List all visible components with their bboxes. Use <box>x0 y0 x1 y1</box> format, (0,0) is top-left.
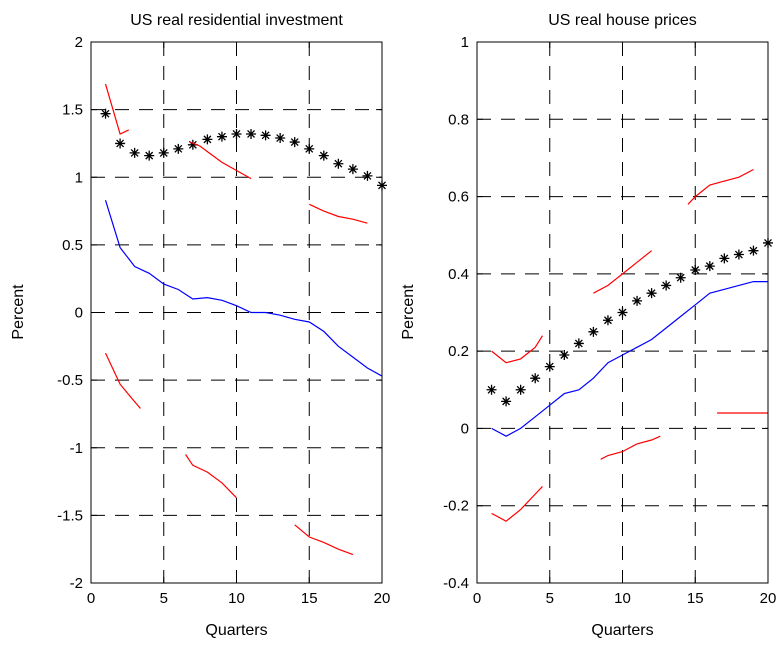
star-marker <box>646 288 657 299</box>
star-marker <box>661 280 672 291</box>
x-tick-label: 10 <box>614 590 631 607</box>
y-tick-label: 1 <box>461 34 469 51</box>
star-marker <box>100 108 111 119</box>
y-tick-label: 0 <box>75 305 83 322</box>
star-marker <box>515 384 526 395</box>
star-marker <box>304 143 315 154</box>
x-tick-label: 15 <box>301 590 318 607</box>
star-marker <box>362 170 373 181</box>
chart-residential-investment: US real residential investment Quarters … <box>10 12 390 639</box>
x-tick-label: 5 <box>160 590 168 607</box>
x-tick-label: 10 <box>228 590 245 607</box>
y-tick-label: 0 <box>461 420 469 437</box>
x-tick-label: 0 <box>473 590 481 607</box>
star-marker <box>260 130 271 141</box>
star-marker <box>544 361 555 372</box>
star-marker <box>602 315 613 326</box>
median-line <box>104 200 383 377</box>
y-tick-label: -0.4 <box>443 575 469 592</box>
x-axis-label: Quarters <box>205 622 267 639</box>
error-band-segment <box>309 203 368 224</box>
x-tick-label: 15 <box>687 590 704 607</box>
error-band-segment <box>593 250 652 294</box>
star-marker <box>318 150 329 161</box>
star-marker <box>173 143 184 154</box>
y-tick-label: 0.6 <box>448 189 469 206</box>
star-marker <box>202 134 213 145</box>
star-marker <box>246 128 257 139</box>
star-marker <box>231 128 242 139</box>
chart-title: US real house prices <box>548 12 697 29</box>
x-tick-label: 0 <box>87 590 95 607</box>
star-marker <box>675 272 686 283</box>
error-band-segment <box>687 168 754 205</box>
y-tick-label: 0.5 <box>62 237 83 254</box>
y-tick-label: 0.4 <box>448 266 469 283</box>
error-band-segment <box>189 141 252 180</box>
star-marker <box>501 396 512 407</box>
star-marker <box>617 307 628 318</box>
star-marker <box>289 137 300 148</box>
x-tick-label: 5 <box>546 590 554 607</box>
star-marker <box>144 150 155 161</box>
y-axis-label: Percent <box>400 284 417 340</box>
error-band-segment <box>185 454 237 499</box>
star-marker <box>115 138 126 149</box>
y-tick-label: -2 <box>70 575 83 592</box>
star-marker <box>486 384 497 395</box>
chart-title: US real residential investment <box>130 12 343 29</box>
y-tick-label: -1.5 <box>57 507 83 524</box>
x-axis-label: Quarters <box>591 622 653 639</box>
error-band-segment <box>491 485 543 522</box>
median-line <box>491 281 768 437</box>
y-tick-label: -0.2 <box>443 498 469 515</box>
star-marker <box>187 139 198 150</box>
chart-house-prices: US real house prices Quarters Percent 0 5… <box>400 12 776 639</box>
y-tick-label: -0.5 <box>57 372 83 389</box>
y-tick-label: 0.2 <box>448 343 469 360</box>
y-tick-label: 0.8 <box>448 111 469 128</box>
error-band-segment <box>491 335 544 364</box>
star-marker <box>573 338 584 349</box>
star-marker <box>690 264 701 275</box>
star-marker <box>632 295 643 306</box>
star-marker <box>733 249 744 260</box>
y-tick-label: 2 <box>75 34 83 51</box>
y-tick-label: -1 <box>70 440 83 457</box>
error-band-segment <box>600 435 661 460</box>
star-marker <box>748 245 759 256</box>
star-marker <box>275 133 286 144</box>
star-marker <box>559 350 570 361</box>
error-band-segment <box>104 83 130 135</box>
y-axis-label: Percent <box>10 284 27 340</box>
star-marker <box>588 326 599 337</box>
star-marker <box>216 131 227 142</box>
star-marker <box>347 164 358 175</box>
star-marker <box>719 253 730 264</box>
star-marker <box>129 147 140 158</box>
star-marker <box>704 261 715 272</box>
star-marker <box>158 147 169 158</box>
star-marker <box>530 373 541 384</box>
y-tick-label: 1 <box>75 169 83 186</box>
y-tick-label: 1.5 <box>62 102 83 119</box>
error-band-segment <box>294 524 354 556</box>
x-tick-label: 20 <box>374 590 391 607</box>
star-marker <box>333 158 344 169</box>
error-band-segment <box>104 352 141 409</box>
x-tick-label: 20 <box>760 590 777 607</box>
